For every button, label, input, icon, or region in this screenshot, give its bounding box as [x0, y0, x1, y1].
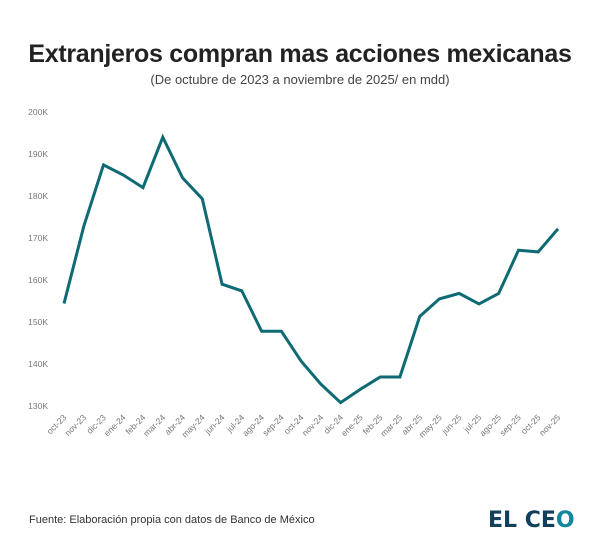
x-tick-label: ago-24	[240, 412, 266, 438]
x-tick-label: nov-24	[300, 412, 326, 438]
logo-text: EL CE	[488, 508, 556, 533]
y-tick-label: 190K	[28, 149, 48, 159]
x-tick-label: ene-24	[102, 412, 128, 438]
line-chart: 130K 140K 150K 160K 170K 180K 190K 200K oct-23n…	[28, 107, 563, 439]
source-note: Fuente: Elaboración propia con datos de …	[29, 514, 315, 526]
y-tick-label: 150K	[28, 317, 48, 327]
x-tick-label: nov-25	[537, 412, 563, 438]
x-tick-label: nov-23	[63, 412, 89, 438]
x-tick-label: sep-25	[497, 412, 523, 438]
chart-subtitle: (De octubre de 2023 a noviembre de 2025/…	[150, 72, 450, 87]
chart-title: Extranjeros compran mas acciones mexican…	[28, 40, 572, 68]
y-tick-label: 140K	[28, 359, 48, 369]
y-tick-label: 170K	[28, 233, 48, 243]
x-tick-label: mar-25	[378, 412, 404, 438]
y-tick-label: 200K	[28, 107, 48, 117]
x-tick-label: jun-24	[202, 412, 227, 437]
plot-area	[62, 133, 560, 405]
y-tick-label: 130K	[28, 401, 48, 411]
series-line	[62, 133, 560, 405]
x-tick-label: mar-24	[141, 412, 167, 438]
y-tick-label: 160K	[28, 275, 48, 285]
el-ceo-logo: EL CEO	[488, 508, 575, 533]
y-tick-label: 180K	[28, 191, 48, 201]
y-axis: 130K 140K 150K 160K 170K 180K 190K 200K	[28, 107, 48, 411]
logo-accent-letter: O	[555, 508, 575, 533]
x-tick-label: jun-25	[439, 412, 464, 437]
x-tick-label: ago-25	[477, 412, 503, 438]
x-tick-label: ene-25	[339, 412, 365, 438]
x-axis: oct-23nov-23dic-23ene-24feb-24mar-24abr-…	[45, 412, 563, 439]
x-tick-label: sep-24	[260, 412, 286, 438]
